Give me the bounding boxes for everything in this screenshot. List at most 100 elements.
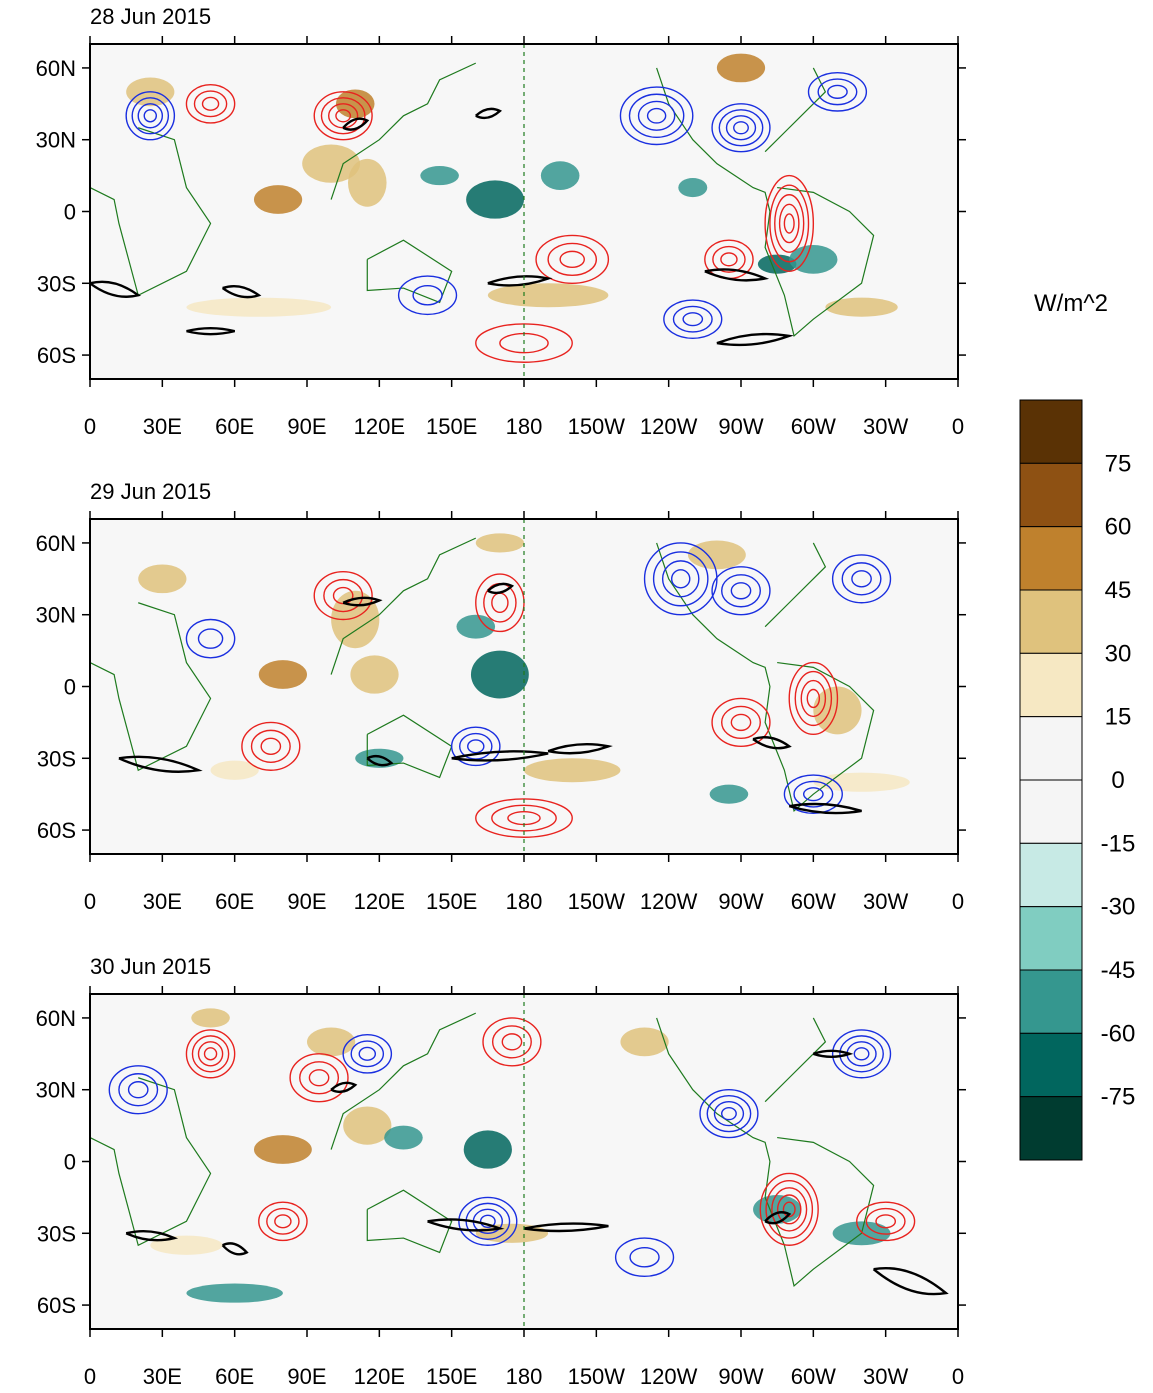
anomaly-shade: [470, 650, 529, 699]
lat-tick-label: 60S: [37, 818, 76, 843]
lat-tick-label: 30N: [36, 128, 76, 153]
anomaly-shade: [186, 297, 332, 317]
positive-contour: [313, 570, 373, 621]
colorbar-label: 0: [1111, 767, 1124, 794]
lon-tick-label: 150W: [568, 1364, 626, 1389]
negative-contour: [467, 739, 485, 754]
negative-contour: [721, 574, 761, 608]
positive-contour: [201, 96, 220, 111]
lon-tick-label: 30E: [143, 1364, 182, 1389]
jet-contour: [125, 1229, 179, 1242]
lon-tick-label: 150E: [426, 414, 477, 439]
panel-2-title: 29 Jun 2015: [90, 479, 212, 504]
coastline: [330, 537, 477, 675]
anomaly-shade: [524, 758, 621, 783]
coastline: [330, 1012, 477, 1150]
coastline: [330, 62, 477, 200]
negative-contour: [619, 86, 694, 146]
anomaly-shade: [475, 533, 524, 553]
positive-contour: [559, 250, 585, 269]
anomaly-shade: [813, 772, 910, 792]
lon-tick-label: 30W: [863, 1364, 908, 1389]
lon-tick-label: 90E: [287, 414, 326, 439]
negative-contour: [185, 618, 236, 659]
positive-contour: [185, 1029, 236, 1079]
positive-contour: [712, 245, 746, 273]
jet-contour: [451, 750, 549, 762]
lon-tick-label: 150E: [426, 1364, 477, 1389]
lon-tick-label: 60W: [791, 889, 836, 914]
negative-contour: [661, 560, 700, 598]
colorbar-swatch: [1019, 399, 1083, 464]
positive-contour: [299, 1061, 340, 1095]
jet-contour: [342, 117, 370, 131]
negative-contour: [793, 780, 834, 808]
lon-tick-label: 150E: [426, 889, 477, 914]
positive-contour: [191, 1035, 230, 1073]
lat-tick-label: 30N: [36, 1078, 76, 1103]
lon-tick-label: 60E: [215, 1364, 254, 1389]
lon-tick-label: 90E: [287, 889, 326, 914]
lon-tick-label: 90W: [718, 414, 763, 439]
colorbar-swatch: [1019, 652, 1083, 718]
negative-contour: [628, 93, 685, 139]
negative-contour: [802, 787, 824, 802]
anomaly-shade: [258, 660, 307, 689]
lon-tick-label: 0: [952, 1364, 964, 1389]
map-panel-1: 0 30E 60E 90E 120E 150E 180 150W 120W 90W 60W 30W 0 6…: [36, 36, 966, 439]
anomaly-shade: [210, 760, 259, 780]
lon-tick-label: 120W: [640, 414, 698, 439]
coastline: [90, 127, 212, 297]
lon-tick-label: 120E: [354, 889, 405, 914]
colorbar-label: -30: [1101, 894, 1136, 921]
negative-contour: [699, 1089, 759, 1139]
colorbar-legend: 75 60 45 30 15 0 -15 -30 -45 -60 -75: [1019, 399, 1136, 1161]
coastline: [764, 542, 827, 628]
colorbar-swatch: [1019, 779, 1083, 844]
negative-contour: [131, 97, 170, 135]
lon-tick-label: 60W: [791, 1364, 836, 1389]
negative-contour: [839, 1035, 884, 1073]
lon-tick-label: 30W: [863, 889, 908, 914]
jet-contour: [764, 1211, 792, 1225]
positive-contour: [491, 804, 557, 832]
negative-contour: [397, 275, 458, 316]
colorbar-swatch: [1019, 589, 1083, 654]
lon-tick-label: 120E: [354, 414, 405, 439]
positive-contour: [778, 203, 800, 244]
jet-contour: [221, 285, 262, 299]
lon-tick-label: 120W: [640, 1364, 698, 1389]
negative-contour: [197, 628, 224, 649]
positive-contour: [274, 1214, 292, 1229]
lat-tick-label: 30N: [36, 603, 76, 628]
lat-tick-label: 0: [64, 200, 76, 225]
negative-contour: [783, 774, 843, 815]
positive-contour: [720, 252, 738, 267]
jet-contour: [186, 326, 235, 336]
coastline: [90, 1077, 212, 1247]
positive-contour: [774, 194, 805, 253]
negative-contour: [706, 1094, 752, 1133]
negative-contour: [358, 1046, 377, 1061]
positive-contour: [806, 688, 821, 709]
anomaly-shade: [463, 1130, 512, 1169]
jet-contour: [366, 754, 394, 767]
jet-contour: [487, 275, 553, 287]
lon-tick-label: 0: [84, 414, 96, 439]
colorbar-swatch: [1019, 526, 1083, 591]
negative-contour: [342, 1033, 393, 1074]
positive-contour: [197, 1041, 224, 1067]
colorbar-label: -45: [1101, 957, 1136, 984]
positive-contour: [856, 1201, 916, 1242]
colorbar-swatch: [1019, 1032, 1083, 1098]
positive-contour: [258, 1201, 308, 1242]
jet-contour: [342, 596, 383, 607]
jet-contour: [547, 742, 613, 755]
colorbar-label: 60: [1105, 514, 1132, 541]
positive-contour: [875, 1214, 897, 1229]
negative-contour: [125, 91, 176, 141]
anomaly-shade: [302, 144, 361, 183]
anomaly-shade: [716, 53, 766, 83]
colorbar-swatch: [1019, 462, 1083, 528]
positive-contour: [782, 1201, 796, 1218]
